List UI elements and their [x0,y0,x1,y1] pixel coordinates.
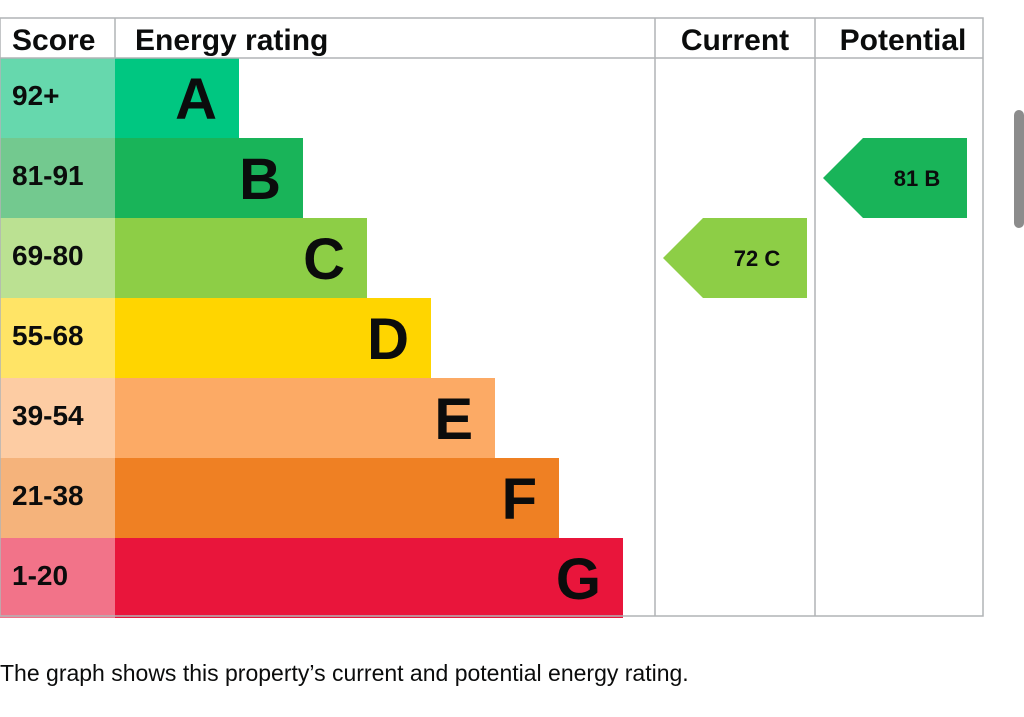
score-label-g: 1-20 [12,560,68,591]
score-label-d: 55-68 [12,320,84,351]
band-bar-g [115,538,623,618]
score-cell-b [0,138,115,218]
band-bar-d [115,298,431,378]
band-letter-e: E [434,387,473,452]
band-letter-f: F [502,467,537,532]
potential-rating-label: 81 B [894,166,940,191]
current-rating-label: 72 C [734,246,781,271]
score-cell-c [0,218,115,298]
band-letter-c: C [303,227,345,292]
potential-rating-arrow [823,138,967,218]
current-column-header: Current [681,24,789,57]
band-bar-f [115,458,559,538]
band-letter-a: A [175,67,217,132]
score-label-e: 39-54 [12,400,84,431]
band-letter-d: D [367,307,409,372]
energy-rating-column-header: Energy rating [135,24,328,57]
score-label-c: 69-80 [12,240,84,271]
epc-chart: 92+ A81-91 B69-80 C55-68 D39-54 E21-38 F1-20 G … [0,17,984,618]
band-bar-c [115,218,367,298]
potential-column-header: Potential [840,24,967,57]
score-label-a: 92+ [12,80,60,111]
band-bar-e [115,378,495,458]
band-letter-g: G [556,547,601,612]
score-cell-e [0,378,115,458]
score-label-b: 81-91 [12,160,84,191]
band-bar-b [115,138,303,218]
score-column-header: Score [12,24,95,57]
chart-caption: The graph shows this property’s current … [0,660,689,686]
score-cell-f [0,458,115,538]
score-cell-g [0,538,115,618]
vertical-scrollbar-thumb[interactable] [1014,110,1024,228]
current-rating-arrow [663,218,807,298]
score-label-f: 21-38 [12,480,84,511]
score-cell-a [0,58,115,138]
score-cell-d [0,298,115,378]
band-letter-b: B [239,147,281,212]
band-bar-a [115,58,239,138]
